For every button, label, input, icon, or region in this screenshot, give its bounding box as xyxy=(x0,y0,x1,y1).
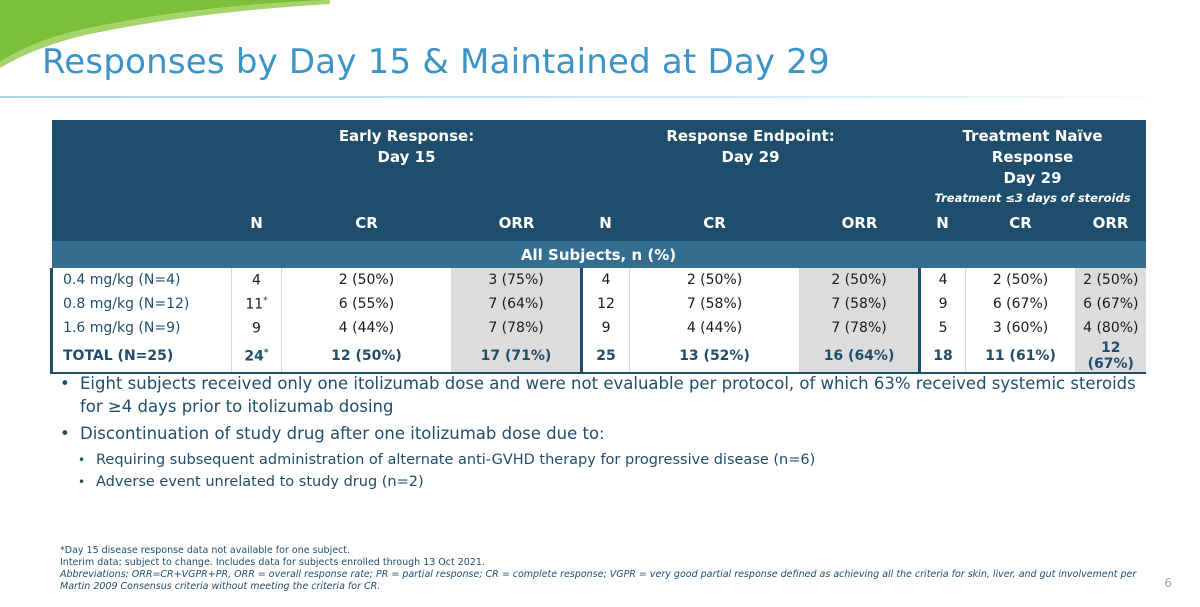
table-row: 0.8 mg/kg (N=12) 11* 6 (55%) 7 (64%) 12 … xyxy=(50,292,1146,316)
group-title: Early Response: xyxy=(338,127,475,145)
n-cell: 9 xyxy=(580,316,630,340)
row-label: 0.8 mg/kg (N=12) xyxy=(50,292,232,316)
column-header-row: N CR ORR N CR ORR N CR ORR xyxy=(51,205,1146,241)
corner-swoosh-decoration xyxy=(0,0,330,68)
row-label: TOTAL (N=25) xyxy=(50,340,232,374)
cr-cell: 6 (55%) xyxy=(281,292,452,316)
n-cell: 18 xyxy=(918,340,966,374)
orr-cell: 16 (64%) xyxy=(799,340,920,374)
sub-bullet-item: Adverse event unrelated to study drug (n… xyxy=(60,471,1160,493)
n-cell: 4 xyxy=(918,268,966,292)
n-cell: 25 xyxy=(580,340,630,374)
n-cell: 9 xyxy=(231,316,282,340)
orr-cell: 2 (50%) xyxy=(1075,268,1146,292)
row-label: 1.6 mg/kg (N=9) xyxy=(50,316,232,340)
orr-cell: 7 (58%) xyxy=(799,292,920,316)
all-subjects-subheader: All Subjects, n (%) xyxy=(51,241,1146,268)
column-header: CR xyxy=(629,205,800,241)
subheader-row: All Subjects, n (%) xyxy=(51,241,1146,268)
table-row: 1.6 mg/kg (N=9) 9 4 (44%) 7 (78%) 9 4 (4… xyxy=(50,316,1146,340)
orr-cell: 12 (67%) xyxy=(1075,340,1146,374)
orr-cell: 7 (78%) xyxy=(799,316,920,340)
group-header-treatment-naive: Treatment Naïve Response Day 29 Treatmen… xyxy=(919,120,1146,205)
group-title: Response Endpoint: xyxy=(666,127,835,145)
orr-cell: 4 (80%) xyxy=(1075,316,1146,340)
cr-cell: 12 (50%) xyxy=(281,340,452,374)
group-day: Day 29 xyxy=(721,148,780,166)
bullet-list: Eight subjects received only one itolizu… xyxy=(60,372,1160,493)
group-header-response-endpoint: Response Endpoint: Day 29 xyxy=(581,120,920,205)
column-header: CR xyxy=(281,205,452,241)
cr-cell: 11 (61%) xyxy=(965,340,1076,374)
bullet-item: Eight subjects received only one itolizu… xyxy=(60,372,1160,418)
cr-cell: 2 (50%) xyxy=(965,268,1076,292)
orr-cell: 7 (78%) xyxy=(450,316,582,340)
column-header: N xyxy=(919,205,966,241)
column-header: ORR xyxy=(451,205,582,241)
group-day: Day 15 xyxy=(377,148,436,166)
cr-cell: 6 (67%) xyxy=(965,292,1076,316)
n-cell: 12 xyxy=(580,292,630,316)
footnotes: *Day 15 disease response data not availa… xyxy=(60,545,1140,593)
group-header-row: Early Response: Day 15 Response Endpoint… xyxy=(51,120,1146,205)
response-table: Early Response: Day 15 Response Endpoint… xyxy=(50,120,1146,374)
footnote-day15: *Day 15 disease response data not availa… xyxy=(60,545,351,556)
group-note: Treatment ≤3 days of steroids xyxy=(934,191,1131,205)
empty-corner-cell xyxy=(51,120,232,205)
cr-cell: 2 (50%) xyxy=(281,268,452,292)
bullet-item: Discontinuation of study drug after one … xyxy=(60,422,1160,445)
footnote-interim: Interim data; subject to change. Include… xyxy=(60,557,485,568)
column-header: N xyxy=(581,205,630,241)
page-number: 6 xyxy=(1164,576,1172,590)
column-header: CR xyxy=(965,205,1076,241)
cr-cell: 4 (44%) xyxy=(281,316,452,340)
group-day: Day 29 xyxy=(1003,169,1062,187)
empty-label-header xyxy=(51,205,232,241)
orr-cell: 2 (50%) xyxy=(799,268,920,292)
column-header: ORR xyxy=(1075,205,1146,241)
table-row-total: TOTAL (N=25) 24* 12 (50%) 17 (71%) 25 13… xyxy=(50,340,1146,374)
n-cell: 11* xyxy=(231,292,282,316)
cr-cell: 13 (52%) xyxy=(629,340,800,374)
n-cell: 24* xyxy=(231,340,282,374)
orr-cell: 7 (64%) xyxy=(450,292,582,316)
orr-cell: 3 (75%) xyxy=(450,268,582,292)
group-title: Treatment Naïve Response xyxy=(962,127,1103,166)
n-cell: 5 xyxy=(918,316,966,340)
cr-cell: 4 (44%) xyxy=(629,316,800,340)
column-header: N xyxy=(231,205,282,241)
footnote-abbreviations: Abbreviations: ORR=CR+VGPR+PR, ORR = ove… xyxy=(60,569,1137,592)
cr-cell: 7 (58%) xyxy=(629,292,800,316)
n-cell: 4 xyxy=(580,268,630,292)
table-row: 0.4 mg/kg (N=4) 4 2 (50%) 3 (75%) 4 2 (5… xyxy=(50,268,1146,292)
column-header: ORR xyxy=(799,205,920,241)
sub-bullet-item: Requiring subsequent administration of a… xyxy=(60,449,1160,471)
title-underline xyxy=(0,96,1200,98)
group-header-early-response: Early Response: Day 15 xyxy=(231,120,582,205)
cr-cell: 2 (50%) xyxy=(629,268,800,292)
orr-cell: 6 (67%) xyxy=(1075,292,1146,316)
page-title: Responses by Day 15 & Maintained at Day … xyxy=(42,42,830,82)
row-label: 0.4 mg/kg (N=4) xyxy=(50,268,232,292)
n-cell: 4 xyxy=(231,268,282,292)
response-table-container: Early Response: Day 15 Response Endpoint… xyxy=(50,120,1146,374)
cr-cell: 3 (60%) xyxy=(965,316,1076,340)
orr-cell: 17 (71%) xyxy=(450,340,582,374)
n-cell: 9 xyxy=(918,292,966,316)
